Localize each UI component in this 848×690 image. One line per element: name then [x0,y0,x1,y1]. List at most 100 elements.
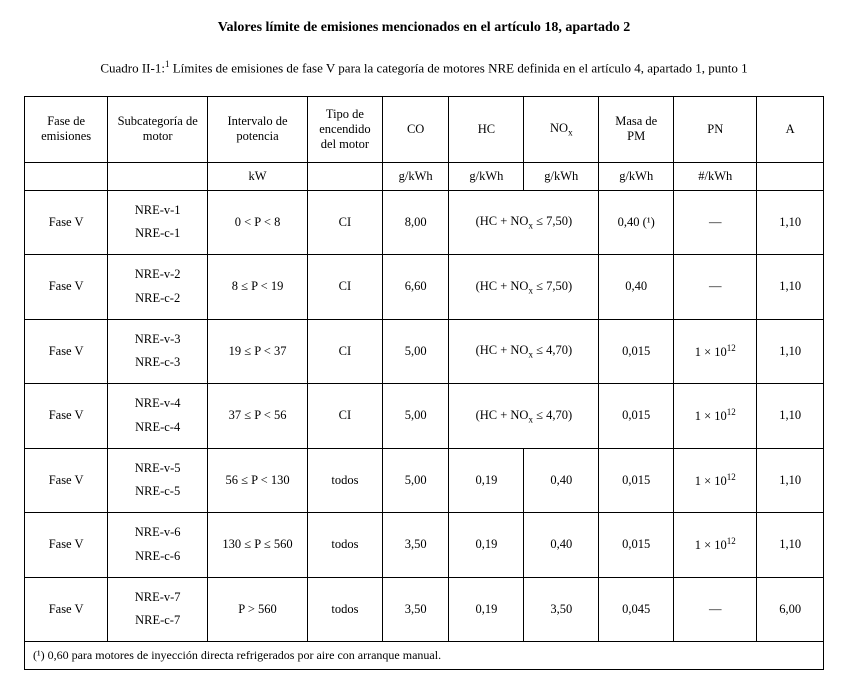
cell-co: 5,00 [382,319,449,384]
cell-potencia: 37 ≤ P < 56 [208,384,308,449]
cell-pn: 1 × 1012 [674,384,757,449]
cell-a: 1,10 [757,448,824,513]
cell-pn: 1 × 1012 [674,448,757,513]
cell-hc: 0,19 [449,513,524,578]
unit-nox: g/kWh [524,162,599,190]
cell-hcnox: (HC + NOx ≤ 4,70) [449,319,599,384]
unit-blank [757,162,824,190]
cell-pm: 0,015 [599,384,674,449]
cell-hcnox: (HC + NOx ≤ 7,50) [449,190,599,255]
cell-a: 1,10 [757,255,824,320]
col-subcategoria: Subcategoría de motor [108,96,208,162]
unit-blank [25,162,108,190]
cell-co: 5,00 [382,384,449,449]
cell-pm: 0,015 [599,448,674,513]
col-a: A [757,96,824,162]
cell-potencia: P > 560 [208,577,308,642]
cell-subcategoria: NRE-v-4NRE-c-4 [108,384,208,449]
cell-tipo: CI [307,319,382,384]
table-row: Fase VNRE-v-7NRE-c-7P > 560todos3,500,19… [25,577,824,642]
cell-fase: Fase V [25,255,108,320]
cell-co: 6,60 [382,255,449,320]
cell-a: 1,10 [757,384,824,449]
cell-pn: 1 × 1012 [674,513,757,578]
cell-tipo: CI [307,255,382,320]
col-fase: Fase de emisiones [25,96,108,162]
cell-hc: 0,19 [449,448,524,513]
cell-subcategoria: NRE-v-7NRE-c-7 [108,577,208,642]
cell-tipo: todos [307,577,382,642]
cell-fase: Fase V [25,577,108,642]
cell-pm: 0,40 (¹) [599,190,674,255]
cell-pm: 0,015 [599,513,674,578]
cell-pn: — [674,255,757,320]
cell-nox: 0,40 [524,448,599,513]
cell-nox: 3,50 [524,577,599,642]
table-row: Fase VNRE-v-2NRE-c-28 ≤ P < 19CI6,60(HC … [25,255,824,320]
col-tipo: Tipo de encen­dido del motor [307,96,382,162]
cell-pm: 0,045 [599,577,674,642]
table-caption: Cuadro II-1:1 Límites de emisiones de fa… [54,58,794,78]
cell-co: 3,50 [382,513,449,578]
table-row: Fase VNRE-v-6NRE-c-6130 ≤ P ≤ 560todos3,… [25,513,824,578]
cell-fase: Fase V [25,513,108,578]
cell-subcategoria: NRE-v-5NRE-c-5 [108,448,208,513]
cell-pn: — [674,190,757,255]
col-pn: PN [674,96,757,162]
col-nox: NOx [524,96,599,162]
cell-hc: 0,19 [449,577,524,642]
cell-pn: 1 × 1012 [674,319,757,384]
cell-nox: 0,40 [524,513,599,578]
table-row: Fase VNRE-v-4NRE-c-437 ≤ P < 56CI5,00(HC… [25,384,824,449]
cell-co: 8,00 [382,190,449,255]
cell-subcategoria: NRE-v-2NRE-c-2 [108,255,208,320]
emissions-table: Fase de emisiones Subcategoría de motor … [24,96,824,643]
cell-subcategoria: NRE-v-1NRE-c-1 [108,190,208,255]
col-co: CO [382,96,449,162]
unit-blank [307,162,382,190]
cell-hcnox: (HC + NOx ≤ 4,70) [449,384,599,449]
table-row: Fase VNRE-v-1NRE-c-10 < P < 8CI8,00(HC +… [25,190,824,255]
cell-fase: Fase V [25,319,108,384]
cell-potencia: 8 ≤ P < 19 [208,255,308,320]
cell-pn: — [674,577,757,642]
cell-fase: Fase V [25,448,108,513]
cell-hcnox: (HC + NOx ≤ 7,50) [449,255,599,320]
cell-tipo: CI [307,384,382,449]
cell-tipo: todos [307,513,382,578]
cell-a: 6,00 [757,577,824,642]
unit-hc: g/kWh [449,162,524,190]
col-hc: HC [449,96,524,162]
unit-pm: g/kWh [599,162,674,190]
table-units-row: kW g/kWh g/kWh g/kWh g/kWh #/kWh [25,162,824,190]
cell-subcategoria: NRE-v-6NRE-c-6 [108,513,208,578]
cell-a: 1,10 [757,190,824,255]
cell-potencia: 0 < P < 8 [208,190,308,255]
cell-potencia: 56 ≤ P < 130 [208,448,308,513]
caption-prefix: Cuadro II-1: [100,60,165,75]
table-row: Fase VNRE-v-5NRE-c-556 ≤ P < 130todos5,0… [25,448,824,513]
table-row: Fase VNRE-v-3NRE-c-319 ≤ P < 37CI5,00(HC… [25,319,824,384]
unit-co: g/kWh [382,162,449,190]
cell-co: 5,00 [382,448,449,513]
cell-subcategoria: NRE-v-3NRE-c-3 [108,319,208,384]
cell-pm: 0,015 [599,319,674,384]
cell-tipo: todos [307,448,382,513]
cell-potencia: 19 ≤ P < 37 [208,319,308,384]
cell-a: 1,10 [757,513,824,578]
cell-fase: Fase V [25,384,108,449]
caption-body: Límites de emisiones de fase V para la c… [169,60,747,75]
cell-tipo: CI [307,190,382,255]
unit-kw: kW [208,162,308,190]
col-pm: Masa de PM [599,96,674,162]
cell-fase: Fase V [25,190,108,255]
cell-potencia: 130 ≤ P ≤ 560 [208,513,308,578]
page-title: Valores límite de emisiones mencionados … [24,20,824,36]
cell-a: 1,10 [757,319,824,384]
table-header-row: Fase de emisiones Subcategoría de motor … [25,96,824,162]
cell-pm: 0,40 [599,255,674,320]
cell-co: 3,50 [382,577,449,642]
table-footnote: (¹) 0,60 para motores de inyección direc… [24,642,824,670]
col-potencia: Intervalo de potencia [208,96,308,162]
unit-pn: #/kWh [674,162,757,190]
